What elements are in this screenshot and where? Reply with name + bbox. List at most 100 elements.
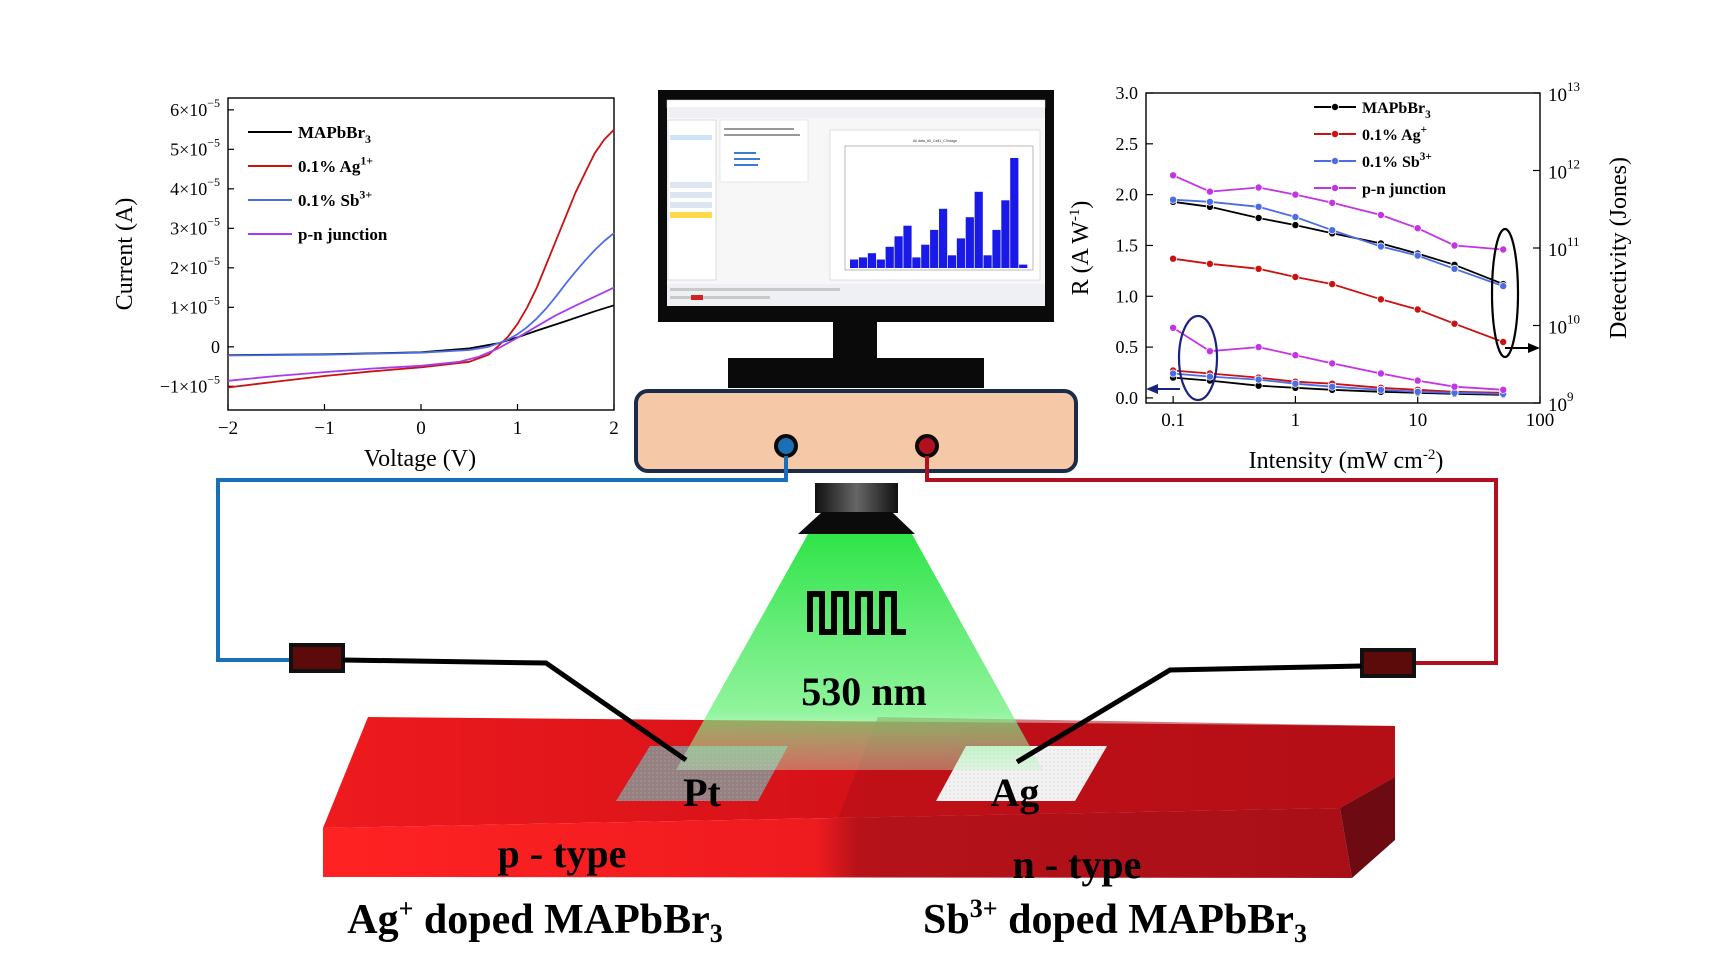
responsivity-series-point (1254, 343, 1263, 352)
computer-monitor: All data_80_Cell1_CVstage (658, 90, 1054, 388)
right-probe-wire (1015, 663, 1363, 765)
left-caption-text: doped MAPbBr (413, 897, 709, 943)
iv-y-tick-base: 2×10 (170, 258, 207, 278)
iv-y-tick-exponent: −5 (207, 96, 220, 110)
iv-legend-label: 0.1% Ag1+ (298, 153, 373, 176)
rd-y-tick-label: 1.5 (1116, 235, 1139, 255)
lamp-lens (798, 512, 915, 534)
detectivity-series-point (1499, 282, 1508, 291)
iv-chart: −2 −1 0 1 2−1×10−501×10−52×10−53×10−54×10−55… (112, 96, 619, 472)
rd-y2-tick-base: 10 (1548, 240, 1567, 261)
rd-legend-label: 0.1% Ag+ (1362, 124, 1427, 144)
rd-y2-tick-base: 10 (1548, 85, 1567, 106)
responsivity-series-point (1413, 376, 1422, 385)
responsivity-axis-arrowhead (1146, 384, 1158, 394)
iv-y-tick-label: −1×10−5 (160, 372, 220, 396)
rd-y2-tick-label: 1012 (1548, 157, 1580, 184)
screen-side-item (670, 135, 712, 140)
screen-graph-bar (965, 217, 974, 268)
iv-y-tick-label: 2×10−5 (170, 254, 220, 278)
iv-y-tick-label: 4×10−5 (170, 175, 220, 199)
rd-legend-label-text: p-n junction (1362, 181, 1446, 198)
left-probe-wire (342, 657, 688, 763)
iv-y-tick-base: 6×10 (170, 100, 207, 120)
square-wave-icon (807, 591, 906, 635)
responsivity-series-point (1291, 351, 1300, 360)
iv-legend-label: p-n junction (298, 225, 388, 244)
iv-legend-label: 0.1% Sb3+ (298, 187, 372, 210)
rd-x-axis-label-text: Intensity (mW cm (1249, 448, 1424, 474)
screen-graph-bar (974, 191, 983, 268)
screen-titlebar (666, 99, 1046, 109)
source-meter-box (634, 389, 1078, 473)
rd-legend-label: MAPbBr3 (1362, 100, 1431, 121)
right-caption: Sb3+ doped MAPbBr3 (923, 894, 1307, 948)
iv-plot-frame (227, 97, 615, 411)
responsivity-group-marker (1177, 314, 1219, 402)
iv-ticks: −2 −1 0 1 2−1×10−501×10−52×10−53×10−54×10−55… (160, 96, 619, 439)
rd-y-tick-label: 3.0 (1116, 83, 1139, 103)
responsivity-series-point (1328, 382, 1337, 391)
rd-legend-label-text: MAPbBr (1362, 100, 1425, 117)
rd-y-tick-label: 2.5 (1116, 134, 1139, 154)
left-caption-subscript: 3 (710, 919, 723, 948)
right-connector (1360, 648, 1416, 678)
rd-x-axis-label-end: ) (1435, 448, 1443, 474)
iv-x-tick-label: −1 (314, 418, 334, 439)
rd-legend-label-text: 0.1% Ag (1362, 127, 1421, 144)
detectivity-series-point (1328, 226, 1337, 235)
pt-label: Pt (683, 770, 721, 815)
iv-y-tick-exponent: −5 (207, 214, 220, 228)
responsivity-series-point (1499, 385, 1508, 394)
iv-y-tick-base: 3×10 (170, 218, 207, 238)
iv-y-tick-base: 0 (211, 337, 220, 357)
screen-side-button (670, 192, 712, 198)
rd-y2-tick-exponent: 13 (1567, 79, 1580, 94)
screen-side-button-active (670, 212, 712, 218)
left-caption-ion: Ag (347, 897, 398, 943)
iv-y-tick-exponent: −5 (207, 175, 220, 189)
iv-y-tick-base: 1×10 (170, 297, 207, 317)
screen-info-link (734, 152, 756, 154)
iv-legend-label-superscript: 3+ (359, 187, 372, 201)
rd-y2-tick-label: 1013 (1548, 79, 1580, 106)
left-connector (289, 643, 345, 673)
detectivity-series-point (1376, 295, 1385, 304)
detectivity-series-point (1254, 264, 1263, 273)
rd-x-tick-label: 10 (1408, 410, 1427, 431)
rd-x-tick-label: 100 (1526, 410, 1555, 431)
detectivity-series-point (1291, 190, 1300, 199)
rd-legend-label-text: 0.1% Sb (1362, 154, 1420, 171)
p-type-label: p - type (498, 831, 627, 876)
screen-graph-bar (921, 244, 930, 268)
detectivity-series-point (1413, 251, 1422, 260)
light-source: 530 nm (676, 483, 1043, 770)
detectivity-series-point (1291, 212, 1300, 221)
rd-legend-marker (1331, 156, 1340, 165)
screen-graph-bar (876, 259, 885, 268)
iv-y-tick-base: −1×10 (160, 376, 207, 396)
detectivity-series-point (1169, 195, 1178, 204)
rd-x-axis-label-sup: -2 (1423, 447, 1436, 463)
screen-graph-bar (939, 208, 948, 268)
detectivity-series-point (1205, 187, 1214, 196)
right-caption-charge: 3+ (970, 894, 998, 923)
crystal-front-face (323, 808, 1352, 878)
rd-y-tick-label: 0.5 (1116, 337, 1139, 357)
iv-legend-label-text: p-n junction (298, 225, 388, 244)
screen-graph-bar (912, 257, 921, 268)
detectivity-series-point (1413, 305, 1422, 314)
rd-y-tick-label: 2.0 (1116, 185, 1139, 205)
iv-x-tick-label: 2 (609, 418, 619, 439)
responsivity-detectivity-chart: 0.1 1 10 1000.00.51.01.52.02.53.01091010101… (1067, 79, 1632, 474)
iv-x-tick-label: 1 (513, 418, 523, 439)
rd-legend-label: p-n junction (1362, 181, 1446, 198)
iv-series (227, 128, 615, 389)
light-beam (676, 534, 1043, 770)
left-caption: Ag+ doped MAPbBr3 (347, 894, 723, 948)
rd-y-axis-label: R (A W-1) (1067, 201, 1094, 296)
n-type-label: n - type (1013, 842, 1142, 887)
left-caption-charge: + (399, 894, 414, 923)
iv-legend-label: MAPbBr3 (298, 123, 371, 146)
